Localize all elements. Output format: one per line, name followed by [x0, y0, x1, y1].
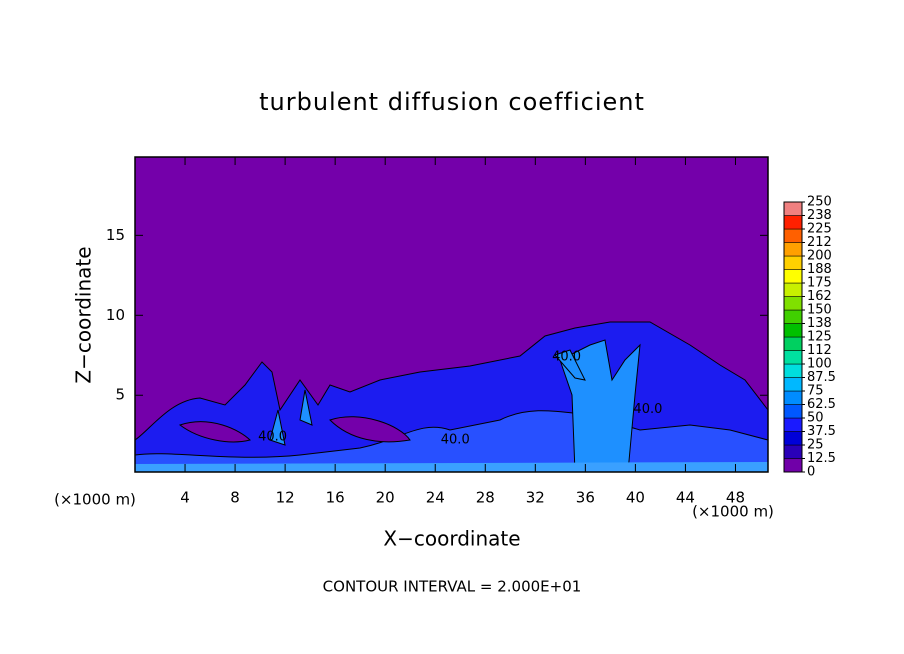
x-unit-label: (×1000 m)	[692, 503, 774, 521]
contour-interval: CONTOUR INTERVAL = 2.000E+01	[323, 578, 582, 596]
field-region	[269, 349, 586, 446]
y-tick-label: 5	[115, 386, 125, 404]
colorbar-box	[783, 417, 803, 432]
colorbar-label: 50	[807, 411, 824, 426]
y-tick-label: 10	[106, 306, 125, 324]
colorbar-box	[783, 431, 803, 446]
x-tick-label: 32	[526, 489, 545, 507]
colorbar-box	[783, 323, 803, 338]
colorbar-box	[783, 309, 803, 324]
colorbar-box	[783, 296, 803, 311]
colorbar-label: 100	[807, 357, 832, 372]
x-tick-label: 24	[426, 489, 445, 507]
colorbar-box	[783, 201, 803, 216]
y-unit-label: (×1000 m)	[54, 491, 136, 509]
colorbar-box	[783, 269, 803, 284]
colorbar-label: 225	[807, 222, 832, 237]
colorbar-label: 162	[807, 289, 832, 304]
colorbar-box	[783, 242, 803, 257]
colorbar-box	[783, 350, 803, 365]
colorbar-label: 150	[807, 303, 832, 318]
x-tick-label: 36	[576, 489, 595, 507]
field	[134, 157, 769, 473]
colorbar-label: 138	[807, 316, 832, 331]
colorbar-label: 75	[807, 384, 824, 399]
contour-label: 40.0	[441, 433, 470, 448]
x-tick-label: 40	[626, 489, 645, 507]
field-region	[135, 462, 768, 472]
contour-label: 40.0	[258, 429, 287, 444]
colorbar-box	[783, 363, 803, 378]
colorbar-label: 62.5	[807, 397, 836, 412]
colorbar-box	[783, 390, 803, 405]
colorbar-label: 0	[807, 465, 815, 480]
x-tick-label: 12	[276, 489, 295, 507]
x-tick-label: 16	[326, 489, 345, 507]
colorbar-label: 200	[807, 249, 832, 264]
x-tick-label: 4	[180, 489, 190, 507]
colorbar-label: 250	[807, 195, 832, 210]
colorbar-box	[783, 458, 803, 473]
colorbar-box	[783, 444, 803, 459]
colorbar-box	[783, 377, 803, 392]
colorbar-label: 37.5	[807, 424, 836, 439]
colorbar-label: 238	[807, 208, 832, 223]
colorbar-box	[783, 215, 803, 230]
colorbar-label: 188	[807, 262, 832, 277]
contour-label: 40.0	[552, 349, 581, 364]
colorbar-label: 87.5	[807, 370, 836, 385]
colorbar-box	[783, 255, 803, 270]
chart-title: turbulent diffusion coefficient	[259, 88, 645, 116]
plot-frame	[134, 156, 769, 473]
colorbar-box	[783, 404, 803, 419]
colorbar-label: 125	[807, 330, 832, 345]
x-tick-label: 44	[676, 489, 695, 507]
x-tick-label: 8	[230, 489, 240, 507]
colorbar-box	[783, 336, 803, 351]
x-tick-label: 28	[476, 489, 495, 507]
x-tick-label: 48	[726, 489, 745, 507]
x-axis-label: X−coordinate	[383, 527, 520, 551]
contour-label: 40.0	[633, 402, 662, 417]
y-axis-label: Z−coordinate	[72, 246, 96, 383]
colorbar-label: 212	[807, 235, 832, 250]
x-tick-label: 20	[376, 489, 395, 507]
colorbar-label: 112	[807, 343, 832, 358]
y-tick-label: 15	[106, 226, 125, 244]
colorbar-label: 12.5	[807, 451, 836, 466]
colorbar-box	[783, 228, 803, 243]
colorbar-label: 175	[807, 276, 832, 291]
colorbar-label: 25	[807, 438, 824, 453]
colorbar-box	[783, 282, 803, 297]
field-region	[178, 416, 411, 443]
